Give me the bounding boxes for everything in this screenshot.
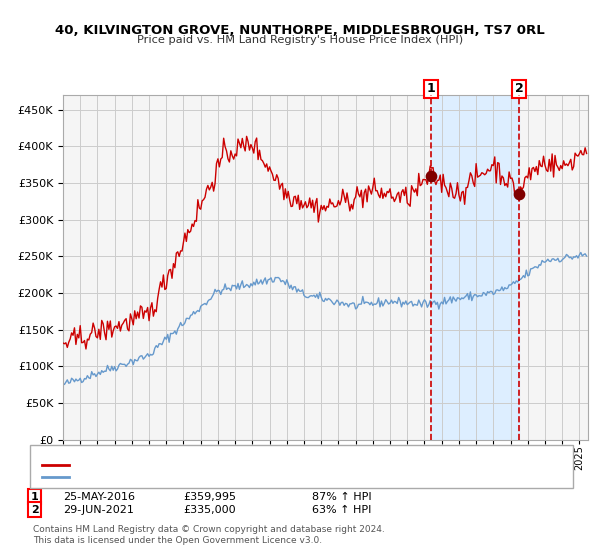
Bar <box>431 95 519 440</box>
Text: 2: 2 <box>515 82 524 95</box>
Text: 1: 1 <box>31 492 38 502</box>
Text: Price paid vs. HM Land Registry's House Price Index (HPI): Price paid vs. HM Land Registry's House … <box>137 35 463 45</box>
Text: HPI: Average price, detached house, Middlesbrough: HPI: Average price, detached house, Midd… <box>75 472 333 482</box>
Text: Contains HM Land Registry data © Crown copyright and database right 2024.
This d: Contains HM Land Registry data © Crown c… <box>33 525 385 545</box>
Point <box>427 171 436 180</box>
Text: 63% ↑ HPI: 63% ↑ HPI <box>312 505 371 515</box>
Text: 87% ↑ HPI: 87% ↑ HPI <box>312 492 371 502</box>
Text: 2: 2 <box>31 505 38 515</box>
Point <box>514 190 524 199</box>
Text: 40, KILVINGTON GROVE, NUNTHORPE, MIDDLESBROUGH, TS7 0RL: 40, KILVINGTON GROVE, NUNTHORPE, MIDDLES… <box>55 24 545 36</box>
Text: 25-MAY-2016: 25-MAY-2016 <box>63 492 135 502</box>
Text: 29-JUN-2021: 29-JUN-2021 <box>63 505 134 515</box>
Text: £359,995: £359,995 <box>183 492 236 502</box>
Text: £335,000: £335,000 <box>183 505 236 515</box>
Text: 40, KILVINGTON GROVE, NUNTHORPE, MIDDLESBROUGH, TS7 0RL (detached house): 40, KILVINGTON GROVE, NUNTHORPE, MIDDLES… <box>75 460 494 470</box>
Text: 1: 1 <box>427 82 436 95</box>
